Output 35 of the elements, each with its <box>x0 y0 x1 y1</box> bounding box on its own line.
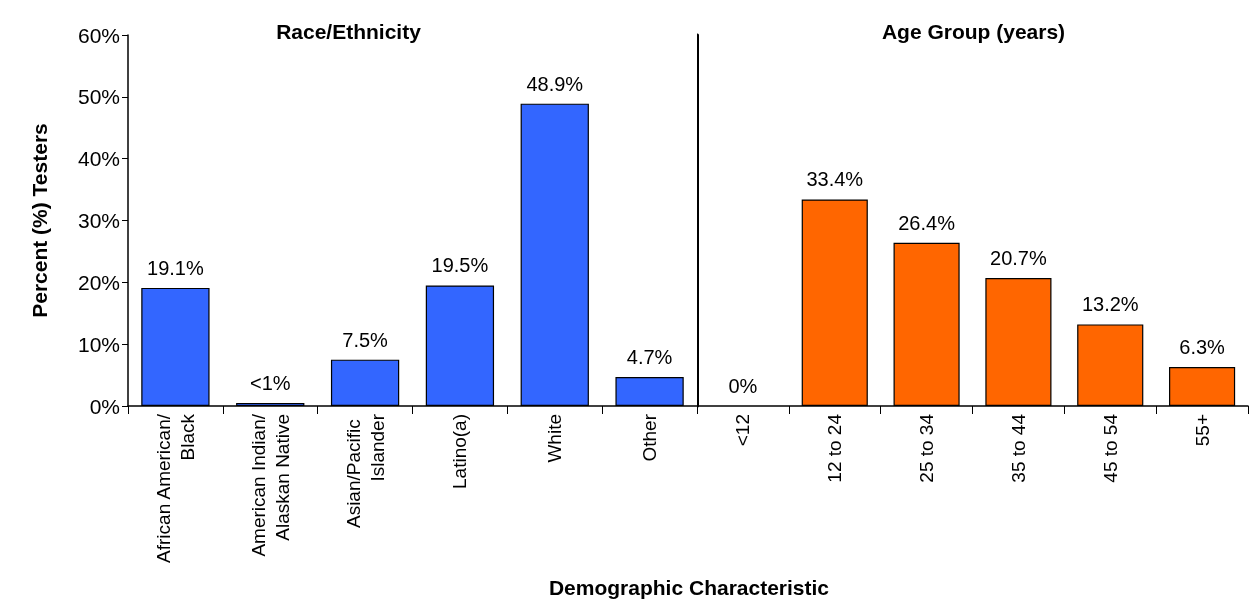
x-axis-title: Demographic Characteristic <box>547 576 831 600</box>
data-label: <1% <box>249 371 291 394</box>
x-tick-label: Other <box>639 413 661 462</box>
x-tick-label: 25 to 34 <box>916 413 938 483</box>
x-tick-label: <12 <box>732 414 754 447</box>
data-label: 26.4% <box>898 211 956 234</box>
data-label: 4.7% <box>626 345 673 368</box>
data-label: 7.5% <box>342 328 389 351</box>
y-tick-label: 50% <box>77 85 120 109</box>
x-tick-label: White <box>544 414 566 463</box>
data-label: 33.4% <box>806 168 864 191</box>
data-label: 13.2% <box>1081 293 1139 316</box>
data-label: 19.1% <box>147 256 204 279</box>
y-tick-label: 60% <box>77 23 120 47</box>
x-tick-label: 12 to 24 <box>824 413 846 483</box>
y-tick-label: 30% <box>77 209 120 232</box>
x-tick-label: Latino(a) <box>449 414 471 489</box>
chart-title: Age Group (years) <box>881 20 1066 43</box>
data-label: 6.3% <box>1179 336 1226 359</box>
x-tick-label: American Indian/Alaskan Native <box>247 413 293 557</box>
x-tick-label: Asian/Pacific Islander <box>342 413 388 529</box>
data-label: 20.7% <box>990 247 1047 270</box>
x-tick-label: 45 to 54 <box>1099 413 1121 483</box>
y-tick-label: 40% <box>77 147 120 171</box>
chart-title: Race/Ethnicity <box>276 20 422 43</box>
x-tick-label: 35 to 44 <box>1007 413 1029 483</box>
x-tick-label: African American/Black <box>152 413 198 563</box>
data-label: 19.5% <box>431 254 489 277</box>
y-tick-label: 0% <box>89 394 120 418</box>
y-tick-label: 10% <box>77 332 120 356</box>
x-tick-label: 55+ <box>1191 414 1213 447</box>
y-axis-title: Percent (%) Testers <box>28 123 51 318</box>
data-label: 0% <box>728 375 758 397</box>
y-tick-label: 20% <box>77 270 120 294</box>
data-label: 48.9% <box>526 72 584 95</box>
